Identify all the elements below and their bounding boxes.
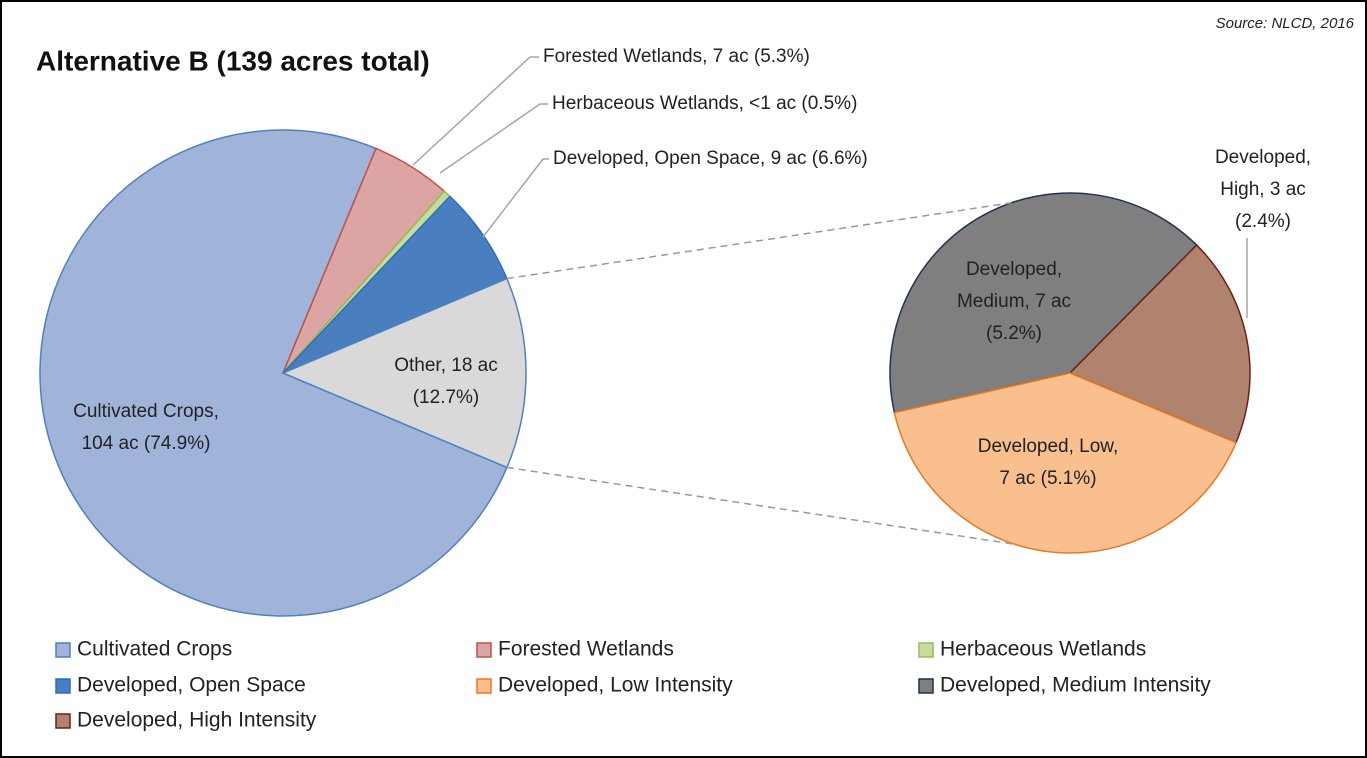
legend-label: Developed, Medium Intensity [940, 674, 1211, 697]
pie-slice [39, 129, 508, 617]
data-label: (12.7%) [413, 387, 480, 408]
data-label: Herbaceous Wetlands, <1 ac (0.5%) [552, 93, 857, 114]
data-label: Forested Wetlands, 7 ac (5.3%) [543, 46, 810, 67]
data-label: Developed, [966, 259, 1062, 280]
legend-label: Developed, High Intensity [77, 709, 317, 732]
leader-line [439, 103, 548, 174]
data-label: Cultivated Crops, [73, 401, 219, 422]
pie-slice [1068, 243, 1251, 444]
leader-line [482, 158, 549, 238]
legend-swatch [476, 642, 492, 658]
data-label: (5.2%) [986, 323, 1042, 344]
legend-label: Developed, Open Space [77, 674, 306, 697]
pie-slice [281, 277, 527, 469]
connector-line [506, 466, 1015, 545]
legend-label: Herbaceous Wetlands [940, 638, 1146, 661]
data-label: (2.4%) [1235, 211, 1291, 232]
data-label: Developed, Open Space, 9 ac (6.6%) [553, 148, 868, 169]
data-label: High, 3 ac [1220, 179, 1306, 200]
pie-slice [893, 372, 1238, 554]
data-label: Medium, 7 ac [957, 291, 1071, 312]
legend-swatch [918, 642, 934, 658]
legend-swatch [55, 678, 71, 694]
pie-slice [889, 192, 1198, 414]
legend-swatch [55, 642, 71, 658]
data-label: Developed, Low, [978, 436, 1119, 457]
legend-label: Forested Wetlands [498, 638, 674, 661]
legend-swatch [918, 678, 934, 694]
data-label: 104 ac (74.9%) [82, 433, 211, 454]
data-label: 7 ac (5.1%) [999, 468, 1096, 489]
legend-swatch [55, 713, 71, 729]
leader-line [412, 56, 539, 166]
legend-label: Cultivated Crops [77, 638, 232, 661]
legend-label: Developed, Low Intensity [498, 674, 733, 697]
data-label: Other, 18 ac [394, 355, 498, 376]
chart-title: Alternative B (139 acres total) [36, 45, 430, 76]
data-label: Developed, [1215, 147, 1311, 168]
source-note: Source: NLCD, 2016 [1216, 15, 1355, 32]
legend-swatch [476, 678, 492, 694]
connector-line [506, 202, 1012, 280]
